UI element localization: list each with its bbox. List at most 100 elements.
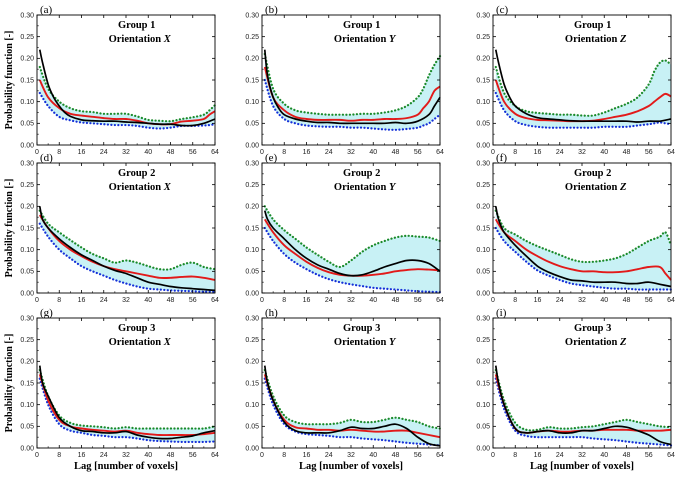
y-tick-label: 0.05 [476, 424, 490, 431]
series-upper-line [38, 368, 217, 430]
series-upper-line [38, 65, 217, 123]
series-measured-line [263, 365, 441, 447]
x-tick-label: 56 [414, 297, 422, 304]
x-tick-label: 16 [303, 297, 311, 304]
panel-b: 0.00 0.05 0.10 0.15 0.20 0.25 0.30 0 8 16 24 32 40 48… [245, 4, 444, 156]
y-tick-label: 0.15 [245, 77, 259, 84]
x-tick-label: 56 [645, 452, 653, 459]
y-tick-label: 0.20 [476, 359, 490, 366]
x-tick-label: 48 [623, 149, 631, 156]
orientation-word: Orientation [334, 182, 389, 193]
y-tick-label: 0.15 [245, 380, 259, 387]
panel-letter: (a) [40, 4, 53, 16]
y-tick-label: 0.00 [20, 445, 34, 452]
group-label: Group 2 [343, 168, 380, 179]
x-tick-label: 24 [100, 452, 108, 459]
x-tick-label: 32 [578, 452, 586, 459]
x-tick-label: 24 [325, 149, 333, 156]
panel-a: 0.00 0.05 0.10 0.15 0.20 0.25 0.30 0 8 16 24 32 40 48… [4, 4, 219, 156]
x-tick-label: 16 [303, 452, 311, 459]
x-tick-label: 40 [600, 452, 608, 459]
x-tick-label: 32 [122, 149, 130, 156]
x-tick-label: 16 [534, 149, 542, 156]
confidence-band [39, 210, 215, 292]
group-label: Group 3 [118, 323, 155, 334]
x-tick-label: 40 [144, 452, 152, 459]
y-tick-label: 0.25 [476, 34, 490, 41]
x-tick-label: 56 [414, 149, 422, 156]
y-tick-label: 0.20 [476, 56, 490, 63]
orientation-label: Orientation Y [334, 337, 397, 348]
x-tick-label: 40 [369, 452, 377, 459]
y-tick-label: 0.15 [476, 77, 490, 84]
orientation-label: Orientation Z [565, 34, 627, 45]
x-tick-label: 64 [211, 297, 219, 304]
orientation-word: Orientation [109, 182, 164, 193]
x-tick-label: 32 [347, 297, 355, 304]
x-tick-label: 48 [392, 452, 400, 459]
y-tick-label: 0.00 [245, 445, 259, 452]
x-tick-label: 56 [189, 452, 197, 459]
series-mean-line [494, 218, 672, 281]
orientation-axis: Y [389, 337, 397, 348]
series-lower-line [263, 377, 442, 447]
orientation-word: Orientation [565, 34, 620, 45]
y-tick-label: 0.15 [20, 77, 34, 84]
series-upper-line [494, 59, 673, 117]
panel-letter: (b) [265, 4, 278, 16]
y-tick-label: 0.05 [245, 424, 259, 431]
series-measured-line [38, 49, 216, 127]
y-tick-label: 0.15 [245, 225, 259, 232]
y-tick-label: 0.15 [20, 225, 34, 232]
group-label: Group 1 [574, 20, 611, 31]
y-tick-label: 0.25 [20, 337, 34, 344]
group-label: Group 3 [343, 323, 380, 334]
x-tick-label: 0 [491, 149, 495, 156]
y-tick-label: 0.25 [476, 337, 490, 344]
panel-c: 0.00 0.05 0.10 0.15 0.20 0.25 0.30 0 8 16 24 32 40 48… [476, 4, 675, 156]
confidence-band [495, 210, 671, 290]
x-tick-label: 64 [211, 452, 219, 459]
orientation-word: Orientation [565, 337, 620, 348]
orientation-word: Orientation [565, 182, 620, 193]
panel-letter: (f) [496, 152, 507, 164]
series-lower-line [38, 377, 217, 444]
x-tick-label: 48 [623, 452, 631, 459]
orientation-word: Orientation [334, 34, 389, 45]
series-upper-line [38, 209, 217, 271]
y-tick-label: 0.10 [476, 247, 490, 254]
y-tick-label: 0.30 [245, 160, 259, 167]
series-measured-line [38, 206, 216, 292]
y-tick-label: 0.25 [245, 337, 259, 344]
series-lower-line [494, 91, 673, 129]
y-tick-label: 0.30 [20, 160, 34, 167]
series-lower-line [38, 91, 217, 130]
orientation-axis: Z [619, 182, 627, 193]
panel-letter: (i) [496, 307, 507, 319]
series-measured-line [263, 210, 441, 277]
x-tick-label: 0 [491, 297, 495, 304]
x-tick-label: 40 [144, 149, 152, 156]
y-tick-label: 0.20 [20, 204, 34, 211]
y-tick-label: 0.30 [476, 12, 490, 19]
x-tick-label: 64 [667, 452, 675, 459]
y-tick-label: 0.00 [20, 142, 34, 149]
y-tick-label: 0.20 [245, 359, 259, 366]
series-measured-line [494, 206, 672, 288]
panel-f: 0.000.050.100.150.200.250.300 8 16 24 32 40 48… [476, 152, 675, 304]
x-tick-label: 32 [347, 149, 355, 156]
y-tick-label: 0.10 [245, 99, 259, 106]
y-tick-label: 0.10 [245, 402, 259, 409]
x-tick-label: 56 [189, 297, 197, 304]
group-label: Group 1 [343, 20, 380, 31]
orientation-label: Orientation X [109, 337, 172, 348]
y-axis-label: Probability function [-] [4, 31, 15, 130]
group-label: Group 3 [574, 323, 611, 334]
orientation-axis: X [163, 182, 172, 193]
series-measured-line [494, 49, 672, 123]
series-measured-line [263, 49, 441, 125]
y-tick-label: 0.15 [476, 380, 490, 387]
x-tick-label: 64 [667, 149, 675, 156]
y-tick-label: 0.10 [476, 99, 490, 106]
